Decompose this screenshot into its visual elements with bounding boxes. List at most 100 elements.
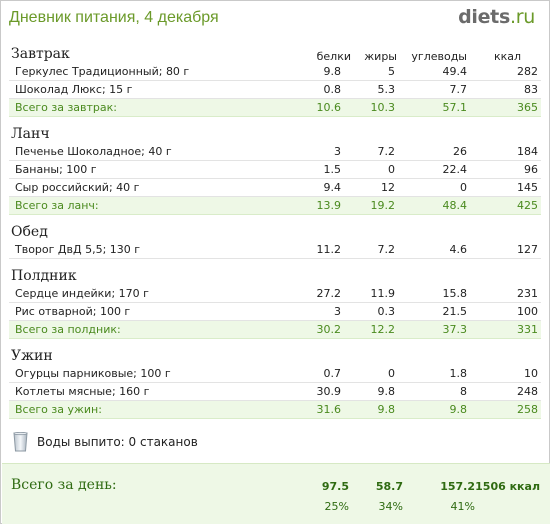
meal-section: Завтрак Геркулес Традиционный; 80 г 9.8 5 49… <box>9 45 541 117</box>
food-row[interactable]: Огурцы парниковые; 100 г 0.7 0 1.8 10 <box>9 365 541 383</box>
meals-table: Завтрак Геркулес Традиционный; 80 г 9.8 5 49… <box>9 45 541 419</box>
cell-carbs: 22.4 <box>442 163 468 176</box>
cell-fats: 9.8 <box>377 403 396 416</box>
cell-fats: 12.2 <box>370 323 396 336</box>
cell-carbs: 1.8 <box>449 367 468 380</box>
meal-total-label: Всего за ланч: <box>15 199 99 212</box>
cell-proteins: 0.7 <box>323 367 342 380</box>
cell-kcal: 83 <box>524 83 538 96</box>
cell-carbs: 7.7 <box>449 83 468 96</box>
cell-proteins: 9.8 <box>323 65 342 78</box>
meal-total-label: Всего за полдник: <box>15 323 121 336</box>
food-row[interactable]: Творог ДвД 5,5; 130 г 11.2 7.2 4.6 127 <box>9 241 541 259</box>
column-header-kcal: ккал <box>493 50 521 63</box>
cell-fats: 9.8 <box>377 385 396 398</box>
food-name[interactable]: Геркулес Традиционный; 80 г <box>15 65 190 78</box>
cell-kcal: 282 <box>517 65 538 78</box>
site-logo[interactable]: diets.ru <box>458 6 535 28</box>
cell-proteins: 31.6 <box>316 403 342 416</box>
column-header-proteins: белки <box>316 50 351 63</box>
food-row[interactable]: Бананы; 100 г 1.5 0 22.4 96 <box>9 161 541 179</box>
food-name[interactable]: Сыр российский; 40 г <box>15 181 140 194</box>
food-name[interactable]: Рис отварной; 100 г <box>15 305 131 318</box>
cell-kcal: 96 <box>524 163 538 176</box>
cell-kcal: 425 <box>517 199 538 212</box>
cell-kcal: 127 <box>517 243 538 256</box>
cell-carbs: 21.5 <box>442 305 468 318</box>
cell-kcal: 231 <box>517 287 538 300</box>
cell-kcal: 10 <box>524 367 538 380</box>
cell-proteins: 0.8 <box>323 83 342 96</box>
water-count: Воды выпито: 0 стаканов <box>37 435 198 449</box>
cell-carbs: 0 <box>460 181 467 194</box>
column-header-fats: жиры <box>364 50 397 63</box>
cell-carbs: 8 <box>460 385 467 398</box>
cell-fats: 10.3 <box>370 101 396 114</box>
cell-carbs: 57.1 <box>442 101 468 114</box>
cell-fats: 0.3 <box>377 305 396 318</box>
cell-proteins: 3 <box>334 145 341 158</box>
logo-dot: . <box>509 6 516 28</box>
page-title: Дневник питания, 4 декабря <box>9 9 219 26</box>
meal-total-row[interactable]: Всего за завтрак: 10.6 10.3 57.1 365 <box>9 99 541 117</box>
food-name[interactable]: Бананы; 100 г <box>15 163 97 176</box>
food-name[interactable]: Печенье Шоколадное; 40 г <box>15 145 172 158</box>
cell-kcal: 100 <box>517 305 538 318</box>
food-row[interactable]: Сердце индейки; 170 г 27.2 11.9 15.8 231 <box>9 285 541 303</box>
day-proteins-percent: 25% <box>324 500 349 513</box>
cell-proteins: 1.5 <box>323 163 342 176</box>
meal-title: Завтрак <box>11 46 70 62</box>
cell-carbs: 26 <box>453 145 467 158</box>
meal-total-row[interactable]: Всего за полдник: 30.2 12.2 37.3 331 <box>9 321 541 339</box>
food-name[interactable]: Котлеты мясные; 160 г <box>15 385 150 398</box>
food-row[interactable]: Геркулес Традиционный; 80 г 9.8 5 49.4 282 <box>9 63 541 81</box>
cell-carbs: 37.3 <box>442 323 468 336</box>
cell-fats: 5.3 <box>377 83 396 96</box>
meal-section: Обед Творог ДвД 5,5; 130 г 11.2 7.2 4.6 127 <box>9 223 541 259</box>
meal-title: Полдник <box>11 268 77 284</box>
cell-kcal: 248 <box>517 385 538 398</box>
cell-fats: 7.2 <box>377 243 396 256</box>
cell-proteins: 13.9 <box>316 199 342 212</box>
day-total-proteins: 97.5 <box>321 480 349 493</box>
food-row[interactable]: Печенье Шоколадное; 40 г 3 7.2 26 184 <box>9 143 541 161</box>
day-total-panel: Всего за день: 97.5 58.7 157.2 1506 ккал… <box>2 463 550 524</box>
food-name[interactable]: Шоколад Люкс; 15 г <box>15 83 133 96</box>
glass-icon[interactable] <box>13 432 28 452</box>
cell-carbs: 9.8 <box>449 403 468 416</box>
meal-title: Ужин <box>11 348 53 364</box>
cell-proteins: 11.2 <box>316 243 342 256</box>
cell-fats: 7.2 <box>377 145 396 158</box>
cell-fats: 12 <box>381 181 395 194</box>
cell-proteins: 30.2 <box>316 323 342 336</box>
meal-section: Полдник Сердце индейки; 170 г 27.2 11.9 15.8… <box>9 267 541 339</box>
meal-total-row[interactable]: Всего за ужин: 31.6 9.8 9.8 258 <box>9 401 541 419</box>
logo-main: diets <box>458 6 510 28</box>
food-name[interactable]: Сердце индейки; 170 г <box>15 287 149 300</box>
day-fats-percent: 34% <box>378 500 403 513</box>
meal-total-row[interactable]: Всего за ланч: 13.9 19.2 48.4 425 <box>9 197 541 215</box>
food-row[interactable]: Сыр российский; 40 г 9.4 12 0 145 <box>9 179 541 197</box>
cell-kcal: 258 <box>517 403 538 416</box>
day-total-kcal: 1506 ккал <box>475 480 540 493</box>
food-name[interactable]: Творог ДвД 5,5; 130 г <box>15 243 141 256</box>
cell-proteins: 30.9 <box>316 385 342 398</box>
meal-total-label: Всего за ужин: <box>15 403 102 416</box>
food-row[interactable]: Шоколад Люкс; 15 г 0.8 5.3 7.7 83 <box>9 81 541 99</box>
cell-kcal: 365 <box>517 101 538 114</box>
cell-carbs: 4.6 <box>449 243 468 256</box>
food-row[interactable]: Рис отварной; 100 г 3 0.3 21.5 100 <box>9 303 541 321</box>
day-total-fats: 58.7 <box>375 480 403 493</box>
meal-section: Ланч Печенье Шоколадное; 40 г 3 7.2 26 184 Бан… <box>9 125 541 215</box>
food-row[interactable]: Котлеты мясные; 160 г 30.9 9.8 8 248 <box>9 383 541 401</box>
cell-kcal: 184 <box>517 145 538 158</box>
cell-fats: 0 <box>388 163 395 176</box>
cell-fats: 11.9 <box>370 287 396 300</box>
cell-carbs: 15.8 <box>442 287 468 300</box>
cell-proteins: 3 <box>334 305 341 318</box>
meal-title: Обед <box>11 224 48 240</box>
day-carbs-percent: 41% <box>450 500 475 513</box>
food-name[interactable]: Огурцы парниковые; 100 г <box>15 367 171 380</box>
day-total-label: Всего за день: <box>11 477 117 493</box>
